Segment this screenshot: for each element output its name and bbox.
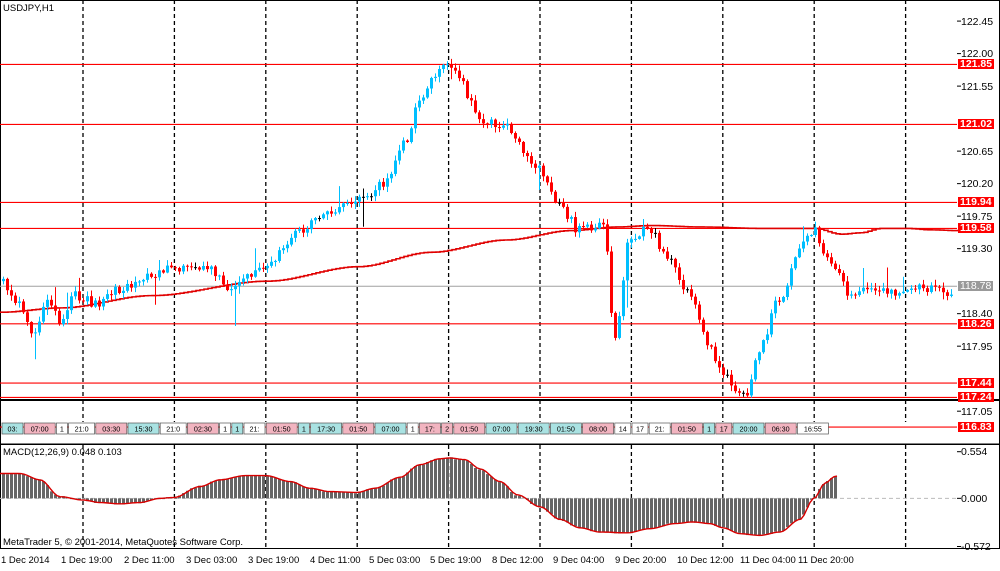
svg-text:07:00: 07:00 bbox=[31, 425, 49, 434]
svg-text:06:30: 06:30 bbox=[772, 425, 790, 434]
svg-text:07:00: 07:00 bbox=[493, 425, 511, 434]
svg-text:17: 17 bbox=[636, 425, 644, 434]
svg-text:1: 1 bbox=[411, 425, 415, 434]
svg-text:1: 1 bbox=[60, 425, 64, 434]
svg-text:17:30: 17:30 bbox=[317, 425, 335, 434]
svg-text:21:0: 21:0 bbox=[166, 425, 180, 434]
svg-text:21:: 21: bbox=[250, 425, 260, 434]
svg-text:19:30: 19:30 bbox=[525, 425, 543, 434]
svg-text:1: 1 bbox=[707, 425, 711, 434]
svg-text:15:30: 15:30 bbox=[135, 425, 153, 434]
svg-text:1: 1 bbox=[302, 425, 306, 434]
svg-text:08:00: 08:00 bbox=[589, 425, 607, 434]
svg-text:16:55: 16:55 bbox=[804, 425, 822, 434]
svg-text:02:30: 02:30 bbox=[194, 425, 212, 434]
svg-text:01:50: 01:50 bbox=[557, 425, 575, 434]
svg-text:03:: 03: bbox=[8, 425, 18, 434]
svg-text:01:50: 01:50 bbox=[678, 425, 696, 434]
svg-text:01:50: 01:50 bbox=[349, 425, 367, 434]
svg-text:01:50: 01:50 bbox=[460, 425, 478, 434]
svg-text:21:: 21: bbox=[655, 425, 665, 434]
svg-text:03:30: 03:30 bbox=[102, 425, 120, 434]
svg-text:20:00: 20:00 bbox=[740, 425, 758, 434]
svg-text:14: 14 bbox=[619, 425, 627, 434]
svg-text:07:00: 07:00 bbox=[382, 425, 400, 434]
svg-text:1: 1 bbox=[223, 425, 227, 434]
svg-text:21:0: 21:0 bbox=[75, 425, 89, 434]
svg-text:2: 2 bbox=[445, 425, 449, 434]
svg-text:17:: 17: bbox=[425, 425, 435, 434]
svg-text:17: 17 bbox=[720, 425, 728, 434]
svg-text:1: 1 bbox=[235, 425, 239, 434]
svg-text:01:50: 01:50 bbox=[273, 425, 291, 434]
